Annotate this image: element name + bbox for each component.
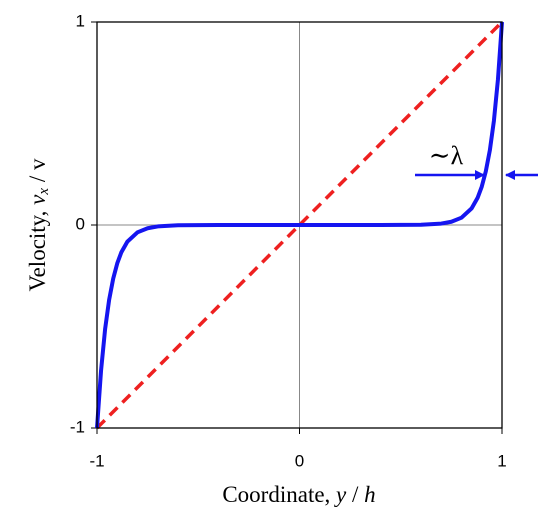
- x-label-part: Coordinate,: [222, 482, 336, 507]
- x-tick-label: -1: [89, 451, 104, 470]
- y-label-part: v: [25, 194, 50, 205]
- plot-frame: [96, 21, 503, 429]
- x-axis-label: Coordinate, y / h: [222, 482, 375, 507]
- y-tick-label: 0: [76, 214, 85, 233]
- annotation: ∼λ: [429, 141, 464, 170]
- plot-area: -1 0 1 -1 0 1: [70, 11, 507, 470]
- x-tick-label: 1: [497, 451, 506, 470]
- y-tick-label: 1: [76, 11, 85, 30]
- y-axis-label: Velocity, vx / v: [25, 158, 52, 291]
- x-label-part: /: [346, 482, 364, 507]
- x-label-part: h: [364, 482, 376, 507]
- series-line: [95, 20, 504, 430]
- x-tick-label: 0: [295, 451, 304, 470]
- y-label-part: x: [36, 188, 52, 196]
- y-label-part: / v: [25, 158, 50, 188]
- y-label-part: Velocity,: [25, 205, 50, 292]
- x-label-part: y: [334, 482, 347, 507]
- y-tick-label: -1: [70, 417, 85, 436]
